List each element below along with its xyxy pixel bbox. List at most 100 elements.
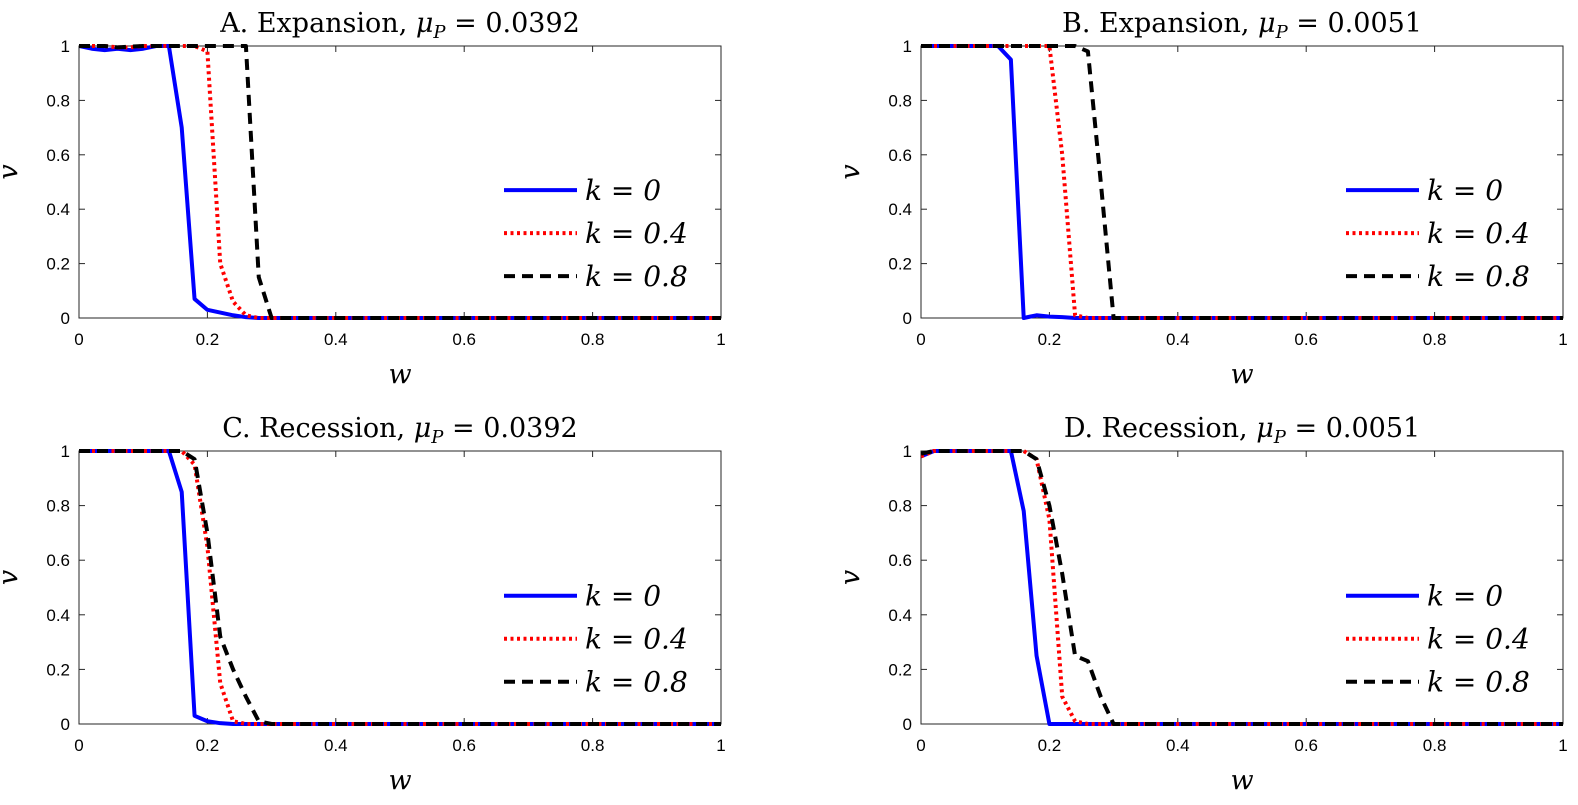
axes-frame [920, 45, 1564, 319]
title-subscript: P [432, 22, 446, 43]
x-tick-label: 0 [74, 330, 83, 349]
x-tick-label: 0.4 [324, 330, 348, 349]
y-axis-label: v [835, 164, 866, 179]
y-tick-label: 0 [903, 715, 912, 734]
x-tick-label: 0.4 [1166, 736, 1190, 755]
series-line-k-0-8 [921, 449, 1563, 726]
legend-label: k = 0.4 [1427, 217, 1530, 250]
axes-frame [920, 450, 1564, 725]
chart-title: D. Recession, μP = 0.0051 [1064, 413, 1420, 448]
y-tick-label: 0.8 [888, 497, 912, 516]
series-line-k-0-8 [79, 449, 721, 726]
y-tick-label: 1 [903, 442, 912, 461]
series-line-k-0 [921, 44, 1563, 320]
title-subscript: P [430, 427, 444, 448]
y-tick-label: 0.6 [46, 146, 70, 165]
legend-label: k = 0 [585, 580, 661, 613]
x-tick-label: 1 [716, 736, 725, 755]
legend: k = 0 k = 0.4 k = 0.8 [504, 174, 688, 293]
y-tick-label: 1 [61, 37, 70, 56]
x-tick-label: 0.8 [581, 330, 605, 349]
legend-label: k = 0.8 [1427, 260, 1530, 293]
series-group [79, 44, 721, 320]
title-suffix: = 0.0392 [443, 413, 577, 444]
legend-label: k = 0.8 [585, 666, 688, 699]
y-tick-label: 0 [61, 309, 70, 328]
legend-label: k = 0.8 [1427, 666, 1530, 699]
x-tick-label: 1 [716, 330, 725, 349]
y-tick-label: 0.2 [888, 255, 912, 274]
series-line-k-0-8 [921, 44, 1563, 320]
x-tick-label: 0.2 [196, 330, 220, 349]
y-tick-label: 0 [61, 715, 70, 734]
legend-label: k = 0.8 [585, 260, 688, 293]
x-tick-label: 0.6 [452, 330, 476, 349]
x-tick-label: 0.4 [1166, 330, 1190, 349]
title-suffix: = 0.0051 [1288, 8, 1422, 39]
title-prefix: B. Expansion, [1062, 8, 1258, 39]
chart-title: B. Expansion, μP = 0.0051 [1062, 8, 1422, 43]
title-subscript: P [1275, 22, 1289, 43]
series-group [921, 44, 1563, 320]
y-tick-label: 0.8 [46, 497, 70, 516]
x-tick-label: 0.2 [196, 736, 220, 755]
y-axis-label: v [0, 164, 24, 179]
title-prefix: C. Recession, [222, 413, 413, 444]
series-line-k-0-4 [79, 449, 721, 726]
x-axis-label: w [1230, 359, 1253, 390]
y-tick-label: 0.6 [46, 551, 70, 570]
x-tick-label: 0.2 [1038, 736, 1062, 755]
x-axis-label: w [1230, 765, 1253, 796]
title-suffix: = 0.0392 [446, 8, 580, 39]
series-group [921, 449, 1563, 726]
legend: k = 0 k = 0.4 k = 0.8 [504, 580, 688, 699]
legend-label: k = 0.4 [1427, 623, 1530, 656]
y-axis-label: v [0, 570, 24, 585]
x-tick-label: 0.8 [581, 736, 605, 755]
x-tick-label: 0.8 [1423, 736, 1447, 755]
y-axis-label: v [835, 570, 866, 585]
y-tick-label: 0.8 [46, 91, 70, 110]
legend-label: k = 0 [585, 174, 661, 207]
chart-title: C. Recession, μP = 0.0392 [222, 413, 577, 448]
legend-label: k = 0.4 [585, 217, 688, 250]
y-tick-label: 0.2 [888, 660, 912, 679]
panel-b: 0 0.2 0.4 0.6 0.8 1 0 0.2 0.4 0.6 0.8 1 w v B. Expansi… [835, 8, 1568, 390]
y-tick-label: 1 [903, 37, 912, 56]
series-line-k-0-8 [79, 44, 721, 320]
x-tick-label: 0.6 [452, 736, 476, 755]
panel-d: 0 0.2 0.4 0.6 0.8 1 0 0.2 0.4 0.6 0.8 1 w v D. Recessi… [835, 413, 1568, 796]
y-tick-label: 0.6 [888, 146, 912, 165]
y-tick-label: 0.4 [46, 200, 70, 219]
title-symbol: μ [414, 413, 432, 444]
x-tick-label: 0.8 [1423, 330, 1447, 349]
legend-label: k = 0 [1427, 174, 1503, 207]
series-line-k-0 [79, 44, 721, 320]
x-axis-label: w [388, 359, 411, 390]
title-symbol: μ [416, 8, 434, 39]
y-tick-label: 0 [903, 309, 912, 328]
x-tick-label: 0 [916, 736, 925, 755]
panel-a: 0 0.2 0.4 0.6 0.8 1 0 0.2 0.4 0.6 0.8 1 w v A. Expansi… [0, 8, 726, 390]
x-tick-label: 0.6 [1294, 330, 1318, 349]
y-tick-label: 0.4 [888, 606, 912, 625]
legend-label: k = 0 [1427, 580, 1503, 613]
panel-c: 0 0.2 0.4 0.6 0.8 1 0 0.2 0.4 0.6 0.8 1 w v C. Recessi… [0, 413, 726, 796]
legend-label: k = 0.4 [585, 623, 688, 656]
x-tick-label: 1 [1558, 330, 1567, 349]
series-line-k-0-4 [921, 44, 1563, 320]
x-axis-label: w [388, 765, 411, 796]
title-suffix: = 0.0051 [1286, 413, 1420, 444]
title-symbol: μ [1256, 413, 1274, 444]
title-symbol: μ [1258, 8, 1276, 39]
chart-title: A. Expansion, μP = 0.0392 [219, 8, 580, 43]
x-tick-label: 0.6 [1294, 736, 1318, 755]
legend: k = 0 k = 0.4 k = 0.8 [1346, 580, 1530, 699]
y-tick-label: 1 [61, 442, 70, 461]
y-tick-label: 0.6 [888, 551, 912, 570]
y-tick-label: 0.2 [46, 660, 70, 679]
x-tick-label: 0 [916, 330, 925, 349]
legend: k = 0 k = 0.4 k = 0.8 [1346, 174, 1530, 293]
y-tick-label: 0.4 [46, 606, 70, 625]
